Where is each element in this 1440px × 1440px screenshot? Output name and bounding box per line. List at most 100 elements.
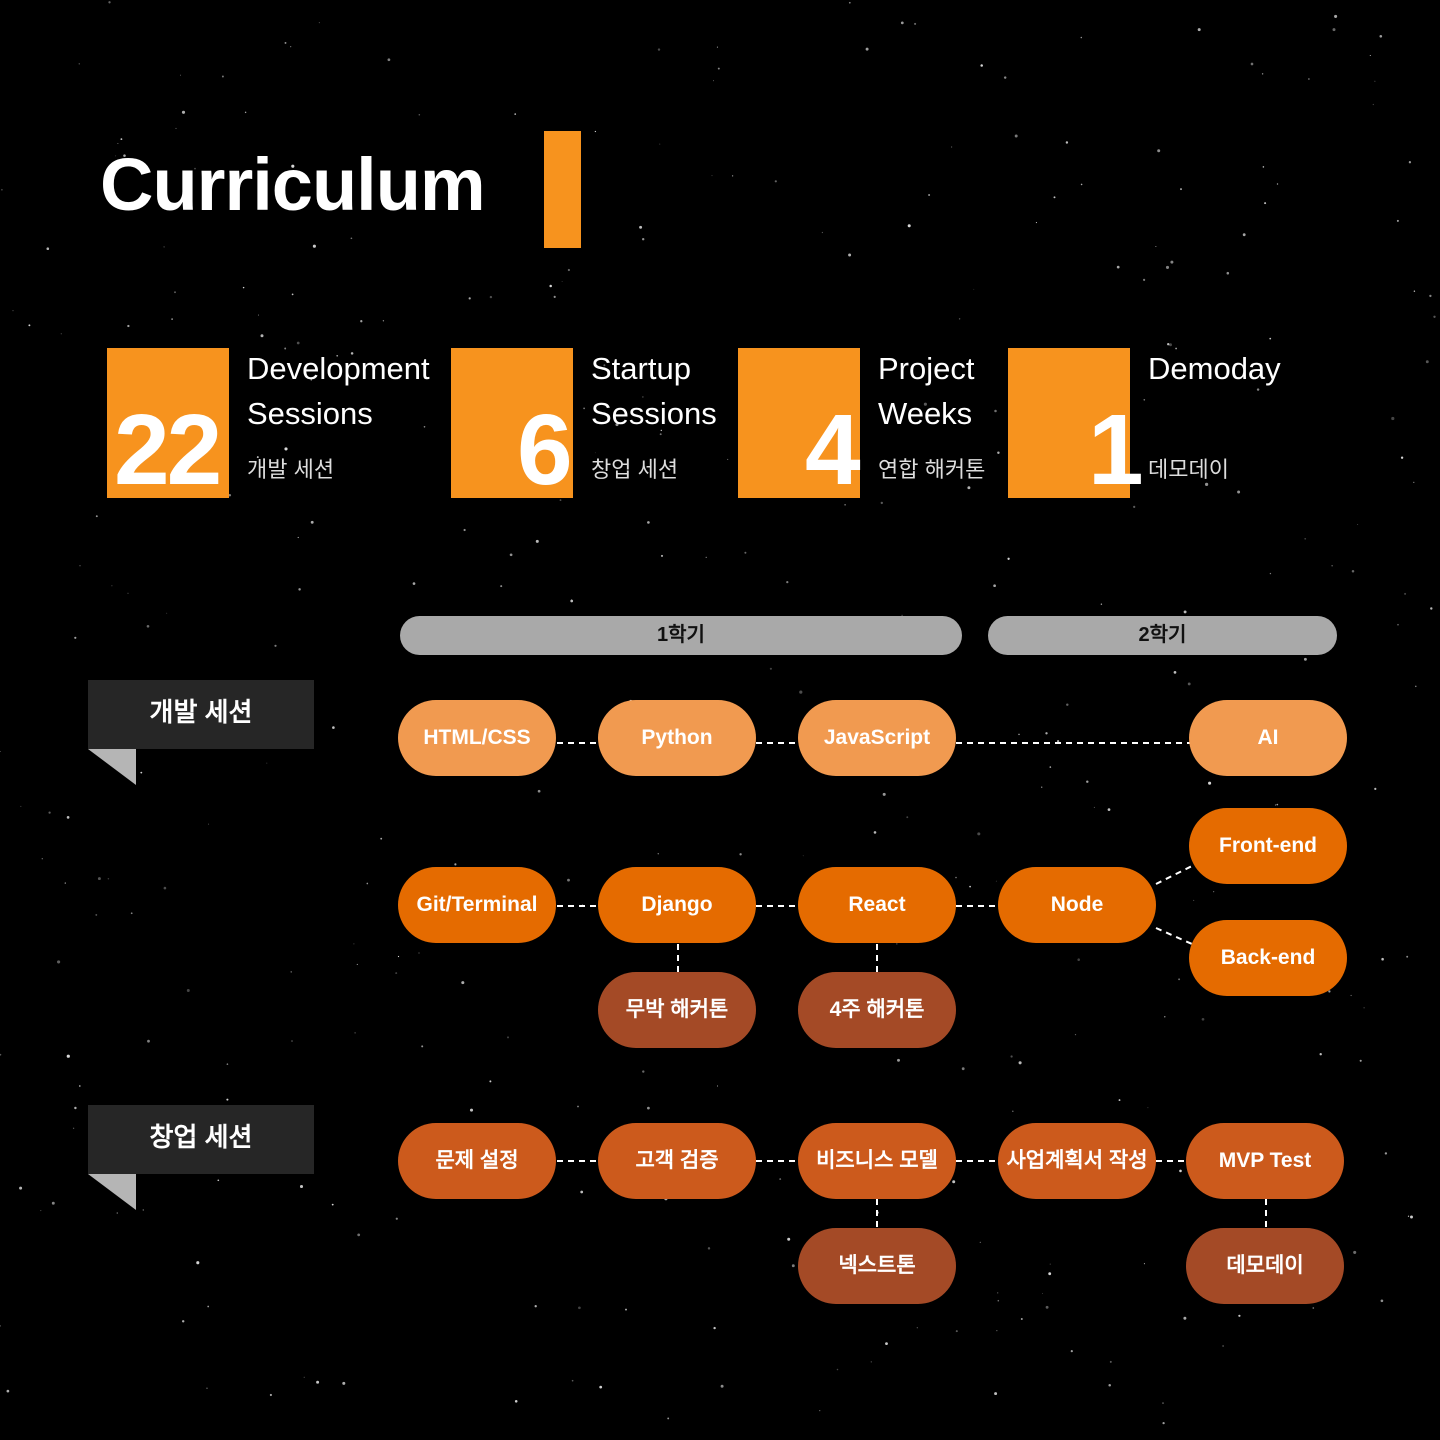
star [1415,685,1417,688]
node-business-model: 비즈니스 모델 [798,1123,956,1199]
node-node: Node [998,867,1156,943]
star [1433,315,1436,318]
star [995,880,997,882]
star [567,268,571,272]
star [66,1054,70,1058]
star [559,499,562,501]
node-javascript: JavaScript [798,700,956,776]
star [163,886,167,890]
star [395,972,398,975]
star [181,110,186,114]
stat-title-demoday: Demoday [1148,351,1281,386]
star [260,334,264,338]
star [1187,682,1191,686]
star [350,237,353,240]
star [713,80,714,82]
node-business-plan: 사업계획서 작성 [998,1123,1156,1199]
star [779,1178,782,1181]
star [310,378,313,381]
star [1204,477,1207,479]
star [166,612,168,614]
star [1066,703,1069,706]
star [1035,222,1037,224]
star [1179,1169,1182,1173]
star [421,1045,424,1048]
stat-number-dev: 22 [114,394,222,506]
star [1400,456,1404,459]
star [130,912,133,915]
star [1167,343,1170,346]
star [1007,557,1010,560]
stat-subtitle-startup: 창업 세션 [591,457,679,482]
star [0,1325,1,1327]
star [163,246,165,248]
star [291,164,295,168]
star [1116,265,1120,269]
node-four-week-hackathon: 4주 해커톤 [798,972,956,1048]
star [537,789,541,793]
star [711,175,713,177]
star [534,1305,537,1308]
star [1049,1263,1051,1265]
star [312,244,316,248]
star [1256,388,1260,391]
star [60,333,62,335]
star [1222,1345,1224,1347]
star [716,1085,719,1087]
star [969,885,971,888]
node-problem-setting: 문제 설정 [398,1123,556,1199]
star [642,238,645,241]
star [66,816,70,819]
star [1269,337,1272,340]
star [1430,607,1433,610]
star [1208,781,1212,785]
stat-subtitle-dev: 개발 세션 [247,457,335,482]
star [844,504,846,506]
star [303,1376,305,1378]
star [1165,265,1170,269]
star [870,1361,872,1363]
star [977,832,981,836]
star [955,1330,958,1333]
star [1312,1307,1315,1309]
star [667,1417,670,1420]
star [821,231,824,234]
star [1353,1250,1357,1254]
star [1319,1053,1322,1056]
star [1193,899,1195,901]
star [994,409,997,413]
star [117,143,119,145]
star [580,1190,584,1194]
star [1276,803,1279,806]
star [342,1381,346,1385]
star [1396,219,1399,222]
node-backend: Back-end [1189,920,1347,996]
star [127,592,129,594]
star [127,324,130,328]
star [1042,1292,1044,1294]
node-python: Python [598,700,756,776]
star [418,952,420,954]
star [774,180,777,183]
star [217,1179,220,1182]
star [914,22,917,25]
star [0,751,1,752]
star [642,1070,645,1073]
star [380,837,383,840]
star [146,624,150,628]
star [1331,565,1333,567]
star [716,46,718,48]
star [625,1308,627,1311]
star [1070,1350,1073,1353]
star [175,127,177,129]
star [973,288,975,290]
star [928,194,931,196]
star [509,553,513,557]
star [226,1098,229,1101]
star [848,1,851,4]
star [996,1330,998,1332]
star [1276,183,1279,185]
star [1014,134,1018,138]
star [739,853,742,856]
star [19,1186,23,1190]
